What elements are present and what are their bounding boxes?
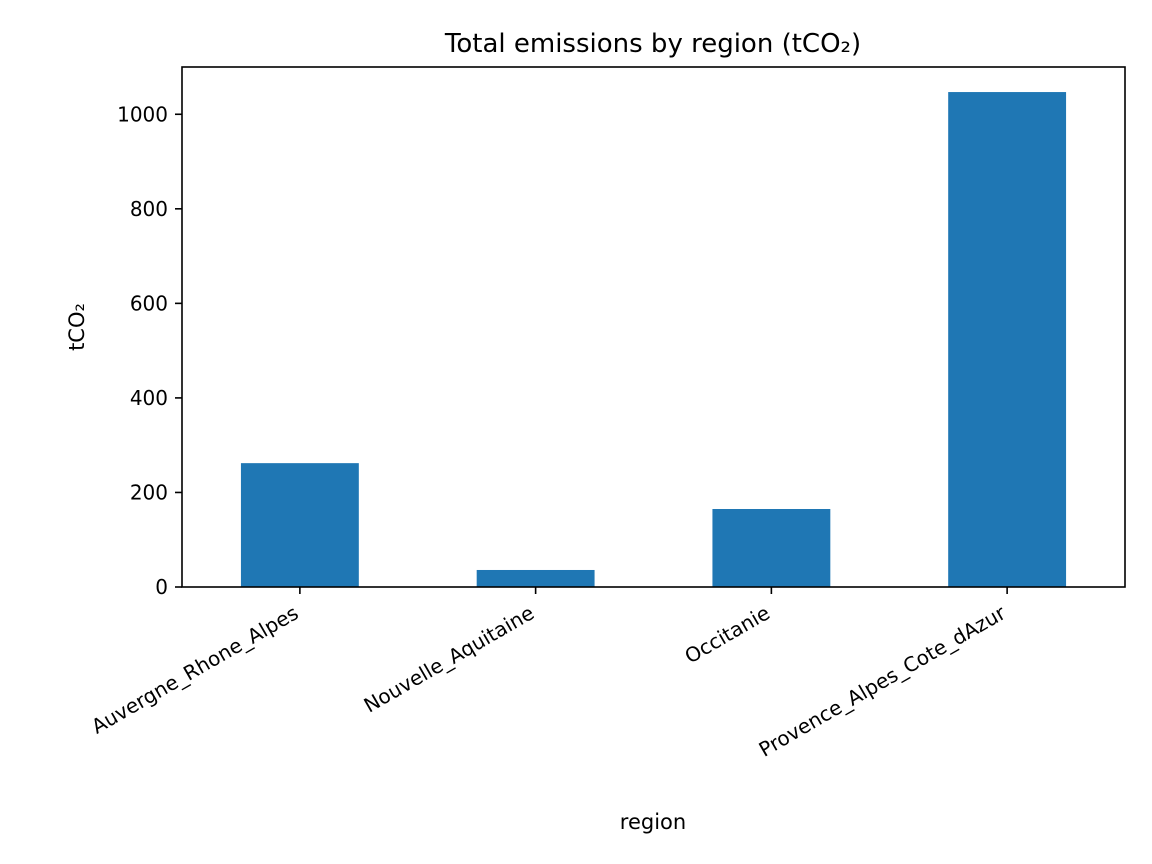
x-tick-label: Auvergne_Rhone_Alpes xyxy=(87,601,302,739)
plot-area: 0 200 400 600 800 1000 Auvergne_Rhone_Alpes Nou… xyxy=(87,92,1067,762)
x-tick-label: Occitanie xyxy=(681,601,774,669)
bar-nouvelle_aquitaine xyxy=(476,569,595,587)
x-axis-label: region xyxy=(620,810,686,834)
x-tick-label: Nouvelle_Aquitaine xyxy=(360,601,539,718)
bar-occitanie xyxy=(712,509,831,587)
bar-auvergne_rhone_alpes xyxy=(240,463,359,587)
bar-provence_alpes_cote_dazur xyxy=(948,92,1067,588)
axes-frame xyxy=(181,66,1126,588)
y-tick-label: 200 xyxy=(130,480,168,504)
y-tick-label: 600 xyxy=(130,291,168,315)
y-tick-label: 400 xyxy=(130,386,168,410)
chart-title: Total emissions by region (tCO₂) xyxy=(444,29,861,59)
y-axis-label: tCO₂ xyxy=(65,303,89,351)
y-tick-label: 800 xyxy=(130,197,168,221)
y-tick-label: 0 xyxy=(155,575,168,599)
x-tick-label: Provence_Alpes_Cote_dAzur xyxy=(755,600,1011,761)
y-tick-label: 1000 xyxy=(117,102,168,126)
